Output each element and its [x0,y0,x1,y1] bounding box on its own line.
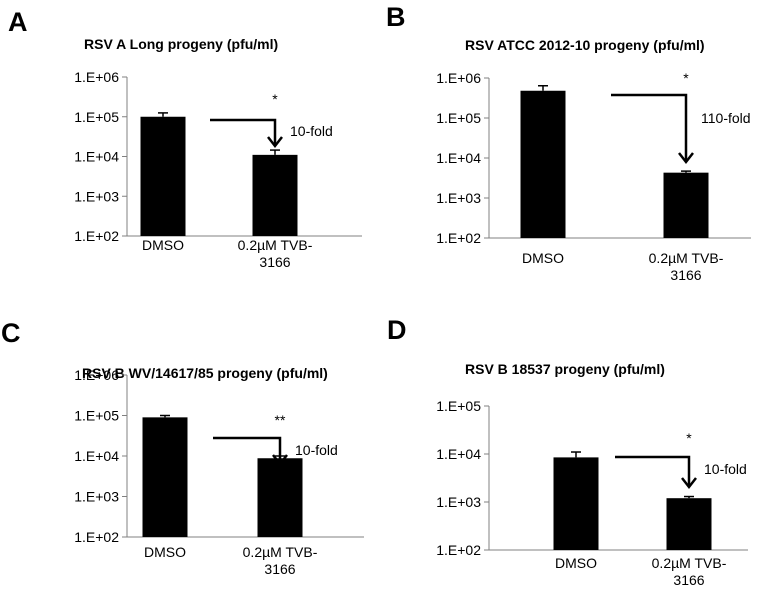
y-tick-label: 1.E+03 [436,190,481,206]
fold-arrow-line [213,436,282,464]
x-tick-label: DMSO [142,237,184,253]
bar [257,458,303,537]
bar [666,498,712,550]
y-tick-label: 1.E+04 [74,149,119,165]
y-tick-label: 1.E+02 [74,228,119,244]
significance-label: * [272,91,278,107]
fold-arrow-head [267,136,283,149]
x-tick-label: 0.2µM TVB- [652,555,727,571]
y-tick-label: 1.E+04 [436,150,481,166]
y-tick-label: 1.E+06 [74,69,119,85]
panel-label: C [1,318,21,348]
fold-change-label: 110-fold [701,110,751,126]
chart-title: RSV A Long progeny (pfu/ml) [84,36,279,52]
fold-change-label: 10-fold [704,461,747,477]
y-tick-label: 1.E+06 [74,367,119,383]
x-tick-label: 3166 [670,267,701,283]
x-tick-label: DMSO [555,555,597,571]
bar [142,417,188,537]
bar-chart-b: 1.E+02 1.E+03 1.E+04 1.E+05 1.E+06 DMSO 0.2µM … [436,70,751,283]
panel-d: D RSV B 18537 progeny (pfu/ml) 1.E+02 1.E… [383,297,765,593]
bar [663,172,709,238]
significance-label: * [686,430,692,446]
x-tick-label: DMSO [522,250,564,266]
fold-change-label: 10-fold [295,442,338,458]
chart-title: RSV ATCC 2012-10 progeny (pfu/ml) [465,37,705,53]
y-tick-label: 1.E+03 [74,489,119,505]
y-tick-label: 1.E+05 [74,408,119,424]
x-tick-label: 3166 [259,254,290,270]
fold-arrow-line [210,118,277,146]
bar-chart-a: 1.E+02 1.E+03 1.E+04 1.E+05 1.E+06 DMSO 0.2µM … [74,69,362,270]
significance-label: ** [275,412,286,428]
y-tick-label: 1.E+05 [436,110,481,126]
x-tick-label: 0.2µM TVB- [649,250,724,266]
fold-arrow-head [681,477,697,490]
y-tick-label: 1.E+03 [74,188,119,204]
fold-arrow-head [272,454,288,467]
x-tick-label: 0.2µM TVB- [243,544,318,560]
y-tick-label: 1.E+02 [436,542,481,558]
y-tick-label: 1.E+05 [436,398,481,414]
y-tick-label: 1.E+03 [436,494,481,510]
chart-title: RSV B 18537 progeny (pfu/ml) [465,361,665,377]
panel-b: B RSV ATCC 2012-10 progeny (pfu/ml) 1.E+… [383,0,765,296]
bar [140,116,186,236]
y-tick-label: 1.E+04 [436,446,481,462]
y-tick-label: 1.E+04 [74,448,119,464]
panel-label: D [387,315,407,345]
bar [520,90,566,238]
fold-change-label: 10-fold [290,123,333,139]
fold-arrow-line [611,93,688,162]
panel-label: A [8,7,28,37]
significance-label: * [683,70,689,86]
panel-a: A RSV A Long progeny (pfu/ml) 1.E+02 1.E+… [0,0,382,296]
x-tick-label: 3166 [673,572,704,588]
fold-arrow-line [615,455,691,487]
bar-chart-c: 1.E+02 1.E+03 1.E+04 1.E+05 1.E+06 DMSO 0.2µM … [74,367,364,577]
x-tick-label: 0.2µM TVB- [238,237,313,253]
panel-label: B [386,2,406,32]
bar-chart-d: 1.E+02 1.E+03 1.E+04 1.E+05 DMSO 0.2µM TVB-31… [436,398,748,588]
y-tick-label: 1.E+02 [74,529,119,545]
fold-arrow-head [678,152,694,165]
x-tick-label: 3166 [264,561,295,577]
y-tick-label: 1.E+05 [74,109,119,125]
y-tick-label: 1.E+02 [436,230,481,246]
bar [252,154,298,236]
bar [553,457,599,550]
x-tick-label: DMSO [144,544,186,560]
panel-c: C RSV B WV/14617/85 progeny (pfu/ml) 1.E… [0,297,382,593]
chart-title: RSV B WV/14617/85 progeny (pfu/ml) [82,365,328,381]
y-tick-label: 1.E+06 [436,70,481,86]
